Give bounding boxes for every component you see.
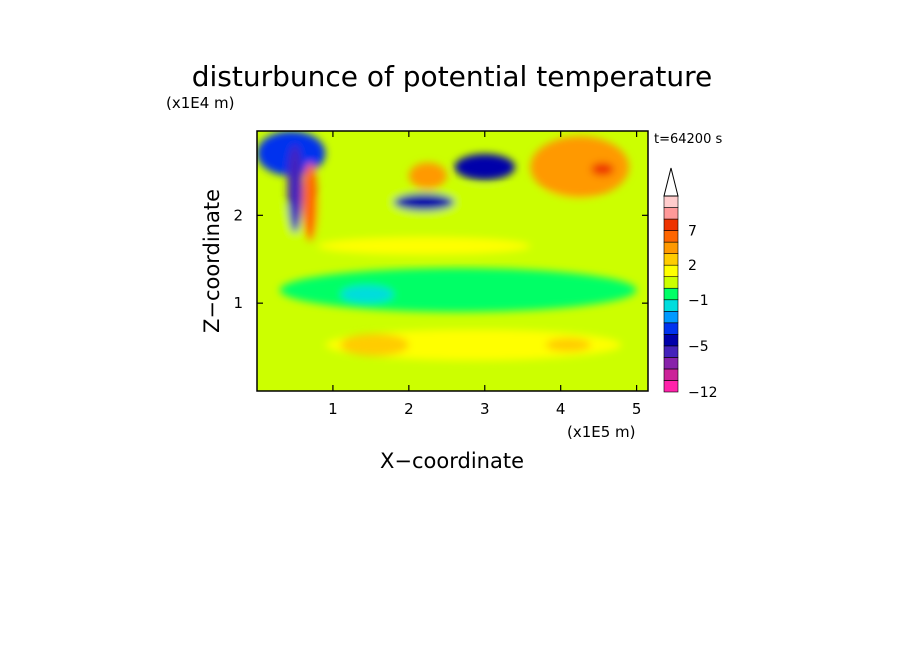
time-label: t=64200 s	[654, 132, 722, 147]
field-region	[317, 237, 531, 255]
x-tick-label: 1	[328, 400, 338, 418]
field-region	[302, 162, 318, 242]
colorbar-segment	[663, 322, 679, 335]
field-region	[545, 338, 592, 352]
y-unit-label: (x1E4 m)	[166, 94, 235, 112]
colorbar-label: 7	[688, 224, 697, 240]
colorbar-segment	[663, 368, 679, 381]
colorbar-segment	[663, 357, 679, 370]
colorbar-segment	[663, 207, 679, 220]
colorbar-segment	[663, 334, 679, 347]
field-region	[530, 136, 630, 198]
field-region	[325, 329, 622, 361]
field-region	[591, 162, 614, 176]
plot-frame	[256, 130, 649, 392]
colorbar-segment	[663, 264, 679, 278]
colorbar-extend-arrow	[663, 167, 679, 197]
colorbar-segment	[663, 310, 679, 324]
y-axis-label: Z−coordinate	[200, 189, 224, 333]
x-tick-label: 2	[404, 400, 414, 418]
colorbar-segment	[663, 195, 679, 208]
field-region	[408, 162, 447, 189]
colorbar-segment	[663, 380, 679, 393]
contour-field	[257, 131, 648, 391]
y-tick-label: 1	[233, 294, 243, 312]
field-region	[454, 153, 516, 181]
colorbar-segment	[663, 253, 679, 266]
colorbar: −12−5−127	[663, 167, 718, 401]
colorbar-segment	[663, 276, 679, 289]
field-region	[257, 188, 648, 255]
y-tick-label: 2	[233, 206, 243, 224]
field-region	[257, 364, 648, 391]
colorbar-label: −12	[688, 385, 718, 401]
colorbar-label: 2	[688, 258, 697, 274]
x-unit-label: (x1E5 m)	[567, 423, 636, 441]
chart-title: disturbunce of potential temperature	[192, 60, 713, 93]
colorbar-segment	[663, 287, 679, 301]
field-region	[340, 333, 409, 356]
field-region	[279, 268, 637, 312]
colorbar-segment	[663, 299, 679, 312]
field-region	[340, 285, 394, 304]
colorbar-segment	[663, 345, 679, 358]
x-tick-label: 5	[632, 400, 642, 418]
field-region	[393, 193, 455, 211]
field-region	[287, 145, 303, 233]
colorbar-segment	[663, 230, 679, 243]
x-tick-label: 4	[556, 400, 566, 418]
colorbar-segment	[663, 241, 679, 254]
x-axis-label: X−coordinate	[380, 449, 524, 473]
colorbar-label: −1	[688, 293, 709, 309]
x-tick-label: 3	[480, 400, 490, 418]
x-axis-ticks: 1 2 3 4 5	[328, 131, 641, 418]
colorbar-label: −5	[688, 339, 709, 355]
y-axis-ticks: 12	[233, 206, 648, 312]
colorbar-segment	[663, 218, 679, 231]
